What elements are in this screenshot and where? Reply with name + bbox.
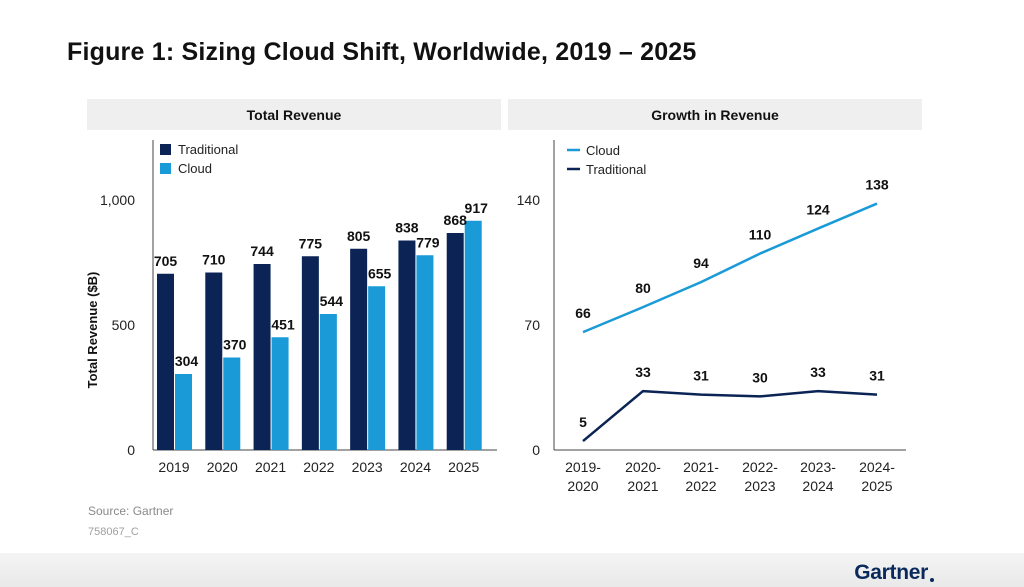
bar-y-tick-label: 500 xyxy=(112,317,136,333)
cloud-growth-data-label: 138 xyxy=(865,177,889,193)
line-x-tick-label-line2: 2020 xyxy=(567,478,598,494)
bar-x-tick-label: 2019 xyxy=(158,459,189,475)
traditional-growth-line xyxy=(582,389,878,443)
traditional-bar xyxy=(350,248,368,450)
bar-x-tick-label: 2022 xyxy=(303,459,334,475)
bar-x-tick-label: 2023 xyxy=(352,459,383,475)
traditional-data-label: 705 xyxy=(154,253,178,269)
cloud-data-label: 451 xyxy=(271,316,295,332)
legend-traditional-label: Traditional xyxy=(178,142,238,157)
cloud-data-label: 304 xyxy=(175,353,199,369)
bar-x-tick-label: 2021 xyxy=(255,459,286,475)
line-x-tick-label-line1: 2021- xyxy=(683,459,719,475)
bar-x-tick-label: 2024 xyxy=(400,459,431,475)
line-x-tick-label-line1: 2024- xyxy=(859,459,895,475)
cloud-bar xyxy=(319,314,337,450)
bar-y-tick-label: 1,000 xyxy=(100,192,135,208)
traditional-bar xyxy=(253,264,271,450)
traditional-growth-data-label: 5 xyxy=(579,414,587,430)
cloud-data-label: 655 xyxy=(368,265,392,281)
traditional-data-label: 868 xyxy=(444,212,468,228)
line-x-tick-label-line1: 2023- xyxy=(800,459,836,475)
line-x-tick-label-line2: 2023 xyxy=(744,478,775,494)
legend-traditional-line-label: Traditional xyxy=(586,162,646,177)
legend-cloud-swatch xyxy=(160,163,171,174)
cloud-growth-data-label: 110 xyxy=(749,227,772,243)
cloud-bar xyxy=(464,220,482,450)
legend-traditional-swatch xyxy=(160,144,171,155)
growth-revenue-panel-header: Growth in Revenue xyxy=(508,99,922,130)
bar-x-tick-label: 2025 xyxy=(448,459,479,475)
bar-y-axis-title: Total Revenue ($B) xyxy=(85,272,100,389)
traditional-growth-data-label: 31 xyxy=(693,368,709,384)
traditional-data-label: 744 xyxy=(250,243,274,259)
cloud-growth-data-label: 94 xyxy=(693,255,709,271)
figure-id: 758067_C xyxy=(88,526,139,538)
traditional-bar xyxy=(398,240,416,450)
bar-y-tick-label: 0 xyxy=(127,442,135,458)
line-y-tick-label: 140 xyxy=(517,192,541,208)
traditional-bar xyxy=(157,273,174,450)
legend-cloud-line-label: Cloud xyxy=(586,143,620,158)
traditional-growth-data-label: 33 xyxy=(635,364,651,380)
footer-band xyxy=(0,553,1024,587)
cloud-data-label: 917 xyxy=(465,200,489,216)
traditional-bar xyxy=(205,272,223,450)
cloud-data-label: 370 xyxy=(223,337,247,353)
traditional-bar xyxy=(301,256,319,450)
cloud-bar xyxy=(368,286,386,450)
line-x-tick-label-line1: 2019- xyxy=(565,459,601,475)
traditional-data-label: 710 xyxy=(202,252,226,268)
cloud-data-label: 779 xyxy=(416,234,440,250)
traditional-growth-data-label: 31 xyxy=(869,368,885,384)
gartner-logo-dot xyxy=(930,578,934,582)
total-revenue-title: Total Revenue xyxy=(246,106,342,123)
bar-x-tick-label: 2020 xyxy=(207,459,238,475)
line-x-tick-label-line2: 2022 xyxy=(685,478,716,494)
cloud-growth-data-label: 66 xyxy=(575,305,591,321)
traditional-bar xyxy=(446,233,464,450)
cloud-growth-line xyxy=(582,202,878,334)
cloud-data-label: 544 xyxy=(320,293,344,309)
cloud-bar xyxy=(416,255,434,450)
traditional-data-label: 775 xyxy=(299,235,323,251)
growth-revenue-title: Growth in Revenue xyxy=(651,106,779,123)
line-x-tick-label-line2: 2025 xyxy=(861,478,892,494)
line-y-tick-label: 70 xyxy=(524,317,540,333)
cloud-bar xyxy=(271,337,289,450)
total-revenue-panel-header: Total Revenue xyxy=(87,99,501,130)
legend-cloud-label: Cloud xyxy=(178,161,212,176)
cloud-bar xyxy=(223,357,241,450)
cloud-growth-data-label: 124 xyxy=(806,202,830,218)
traditional-growth-data-label: 30 xyxy=(752,369,768,385)
figure-title: Figure 1: Sizing Cloud Shift, Worldwide,… xyxy=(67,38,697,66)
line-x-tick-label-line2: 2021 xyxy=(627,478,658,494)
line-x-tick-label-line2: 2024 xyxy=(802,478,833,494)
cloud-bar xyxy=(175,374,192,450)
traditional-data-label: 805 xyxy=(347,228,371,244)
line-y-tick-label: 0 xyxy=(532,442,540,458)
cloud-growth-data-label: 80 xyxy=(635,280,651,296)
source-note: Source: Gartner xyxy=(88,504,174,518)
traditional-data-label: 838 xyxy=(395,220,419,236)
line-x-tick-label-line1: 2022- xyxy=(742,459,778,475)
gartner-logo: Gartner xyxy=(854,561,928,584)
line-x-tick-label-line1: 2020- xyxy=(625,459,661,475)
traditional-growth-data-label: 33 xyxy=(810,364,826,380)
